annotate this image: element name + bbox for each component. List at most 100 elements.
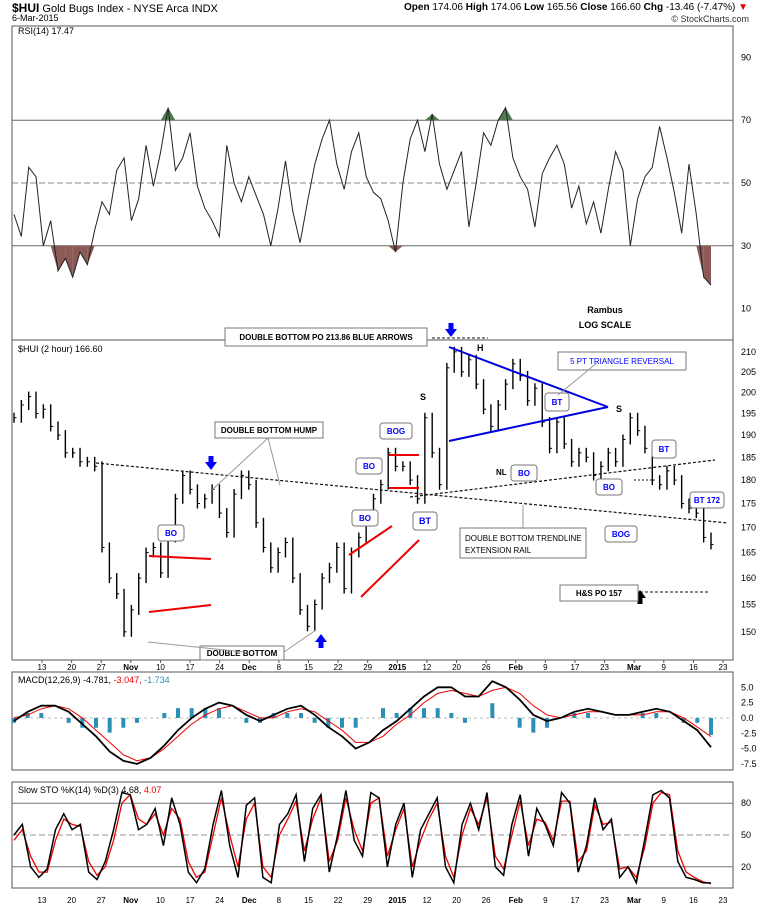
x-tick-label-top: 17 <box>571 663 580 672</box>
callout-line-0 <box>267 437 281 486</box>
macd-tick-label: 5.0 <box>741 682 754 692</box>
macd-legend: MACD(12,26,9) -4.781, -3.047, -1.734 <box>18 675 170 685</box>
price-tick-label: 150 <box>741 627 756 637</box>
open-label: Open <box>404 2 430 13</box>
black-arrow-up-stem <box>637 598 643 604</box>
x-tick-label-top: 22 <box>334 663 343 672</box>
annotation-bo-5-box <box>595 478 623 496</box>
chart-date: 6-Mar-2015 <box>12 13 59 23</box>
chg-value: -13.46 (-7.47%) <box>665 2 736 13</box>
macd-histogram-bar <box>135 717 139 723</box>
sto-legend: Slow STO %K(14) %D(3) 4.68, 4.07 <box>18 785 161 795</box>
annotation-rambus: Rambus <box>587 305 623 315</box>
macd-histogram-bar <box>394 713 399 718</box>
x-tick-label-bottom: 10 <box>156 896 165 905</box>
x-tick-label-bottom: 13 <box>38 896 47 905</box>
chg-label: Chg <box>643 2 664 13</box>
price-tick-label: 190 <box>741 430 756 440</box>
x-tick-label-top: 23 <box>600 663 609 672</box>
macd-histogram-bar <box>162 713 167 718</box>
blue-arrow-up-stem <box>318 642 324 648</box>
annotation-trendline: DOUBLE BOTTOM TRENDLINE <box>465 534 582 543</box>
rsi-line <box>13 106 712 286</box>
macd-histogram-bar <box>340 717 344 728</box>
callout-line-2 <box>147 641 245 653</box>
annotation-hs-po: H&S PO 157 <box>576 589 623 598</box>
macd-histogram-bar <box>490 703 495 718</box>
sto-k-line <box>13 789 712 886</box>
sto-k-value: 4.68, <box>121 785 144 795</box>
annotation-bt-2-box <box>544 392 570 412</box>
annotation-bt-172: BT 172 <box>694 496 721 505</box>
macd-histogram-bar <box>189 708 194 718</box>
x-tick-label-top: 15 <box>304 663 313 672</box>
x-tick-label-bottom: Feb <box>509 896 523 905</box>
x-tick-label-top: 20 <box>452 663 461 672</box>
price-tick-label: 205 <box>741 367 756 377</box>
macd-histogram-bar <box>640 713 645 718</box>
rsi-tick-label: 50 <box>741 178 751 188</box>
open-value: 174.06 <box>432 2 463 13</box>
x-tick-label-bottom: 20 <box>67 896 76 905</box>
annotation-triangle-box <box>557 351 687 371</box>
x-tick-label-bottom: 17 <box>571 896 580 905</box>
red-channel-top <box>348 525 393 556</box>
annotation-bo-5: BO <box>603 483 615 492</box>
price-tick-label: 180 <box>741 475 756 485</box>
macd-histogram-bar <box>353 717 358 728</box>
x-tick-label-top: Dec <box>242 663 257 672</box>
x-tick-label-bottom: 16 <box>689 896 698 905</box>
macd-tick-label: -5.0 <box>741 744 757 754</box>
rsi-tick-label: 90 <box>741 52 751 62</box>
macd-histogram-bar <box>66 717 71 723</box>
annotation-nl: NL <box>496 468 507 477</box>
index-name: Gold Bugs Index - NYSE Arca INDX <box>42 3 218 15</box>
chart-title: $HUI Gold Bugs Index - NYSE Arca INDX <box>12 1 218 15</box>
annotation-bt-2: BT <box>552 398 563 407</box>
x-tick-label-top: 29 <box>363 663 372 672</box>
sto-tick-label: 20 <box>741 862 751 872</box>
x-tick-label-bottom: 24 <box>215 896 224 905</box>
x-tick-label-bottom: Dec <box>242 896 257 905</box>
rsi-overbought-fill <box>424 113 433 121</box>
red-channel-bottom <box>360 539 420 598</box>
annotation-bt-1-box <box>412 511 438 531</box>
panel-frame-1 <box>11 339 734 661</box>
x-tick-label-top: 9 <box>662 663 667 672</box>
x-tick-label-bottom: 17 <box>186 896 195 905</box>
blue-arrow-down <box>205 462 217 470</box>
macd-histogram-bar <box>39 713 44 718</box>
annotation-bt-3: BT <box>659 445 670 454</box>
x-tick-label-bottom: Nov <box>123 896 139 905</box>
rsi-legend: RSI(14) 17.47 <box>18 26 74 36</box>
macd-histogram-bar <box>312 717 317 723</box>
macd-histogram-bar <box>422 708 426 718</box>
x-tick-label-top: 12 <box>422 663 431 672</box>
rsi-oversold-fill <box>395 245 403 253</box>
annotation-hump: DOUBLE BOTTOM HUMP <box>221 426 318 435</box>
macd-histogram-bar <box>299 713 303 718</box>
x-tick-label-bottom: 29 <box>363 896 372 905</box>
macd-signal-line <box>13 686 712 762</box>
annotation-bt-172-box <box>689 491 725 509</box>
macd-histogram-bar <box>531 717 536 733</box>
high-label: High <box>465 2 488 13</box>
macd-hist-value: -1.734 <box>144 675 170 685</box>
annotation-bo-1-box <box>157 524 185 542</box>
macd-histogram-bar <box>709 717 713 735</box>
callout-line-1 <box>211 437 269 491</box>
macd-histogram-bar <box>695 717 700 723</box>
symbol: $HUI <box>12 1 40 15</box>
x-tick-label-top: 24 <box>215 663 224 672</box>
macd-histogram-bar <box>244 717 249 723</box>
x-tick-label-bottom: 15 <box>304 896 313 905</box>
triangle-top-line <box>448 346 609 408</box>
sto-tick-label: 50 <box>741 830 751 840</box>
price-tick-label: 175 <box>741 499 756 509</box>
macd-histogram-bar <box>408 708 413 718</box>
close-value: 166.60 <box>610 2 641 13</box>
x-tick-label-bottom: 8 <box>277 896 282 905</box>
price-tick-label: 155 <box>741 600 756 610</box>
x-tick-label-bottom: 20 <box>452 896 461 905</box>
